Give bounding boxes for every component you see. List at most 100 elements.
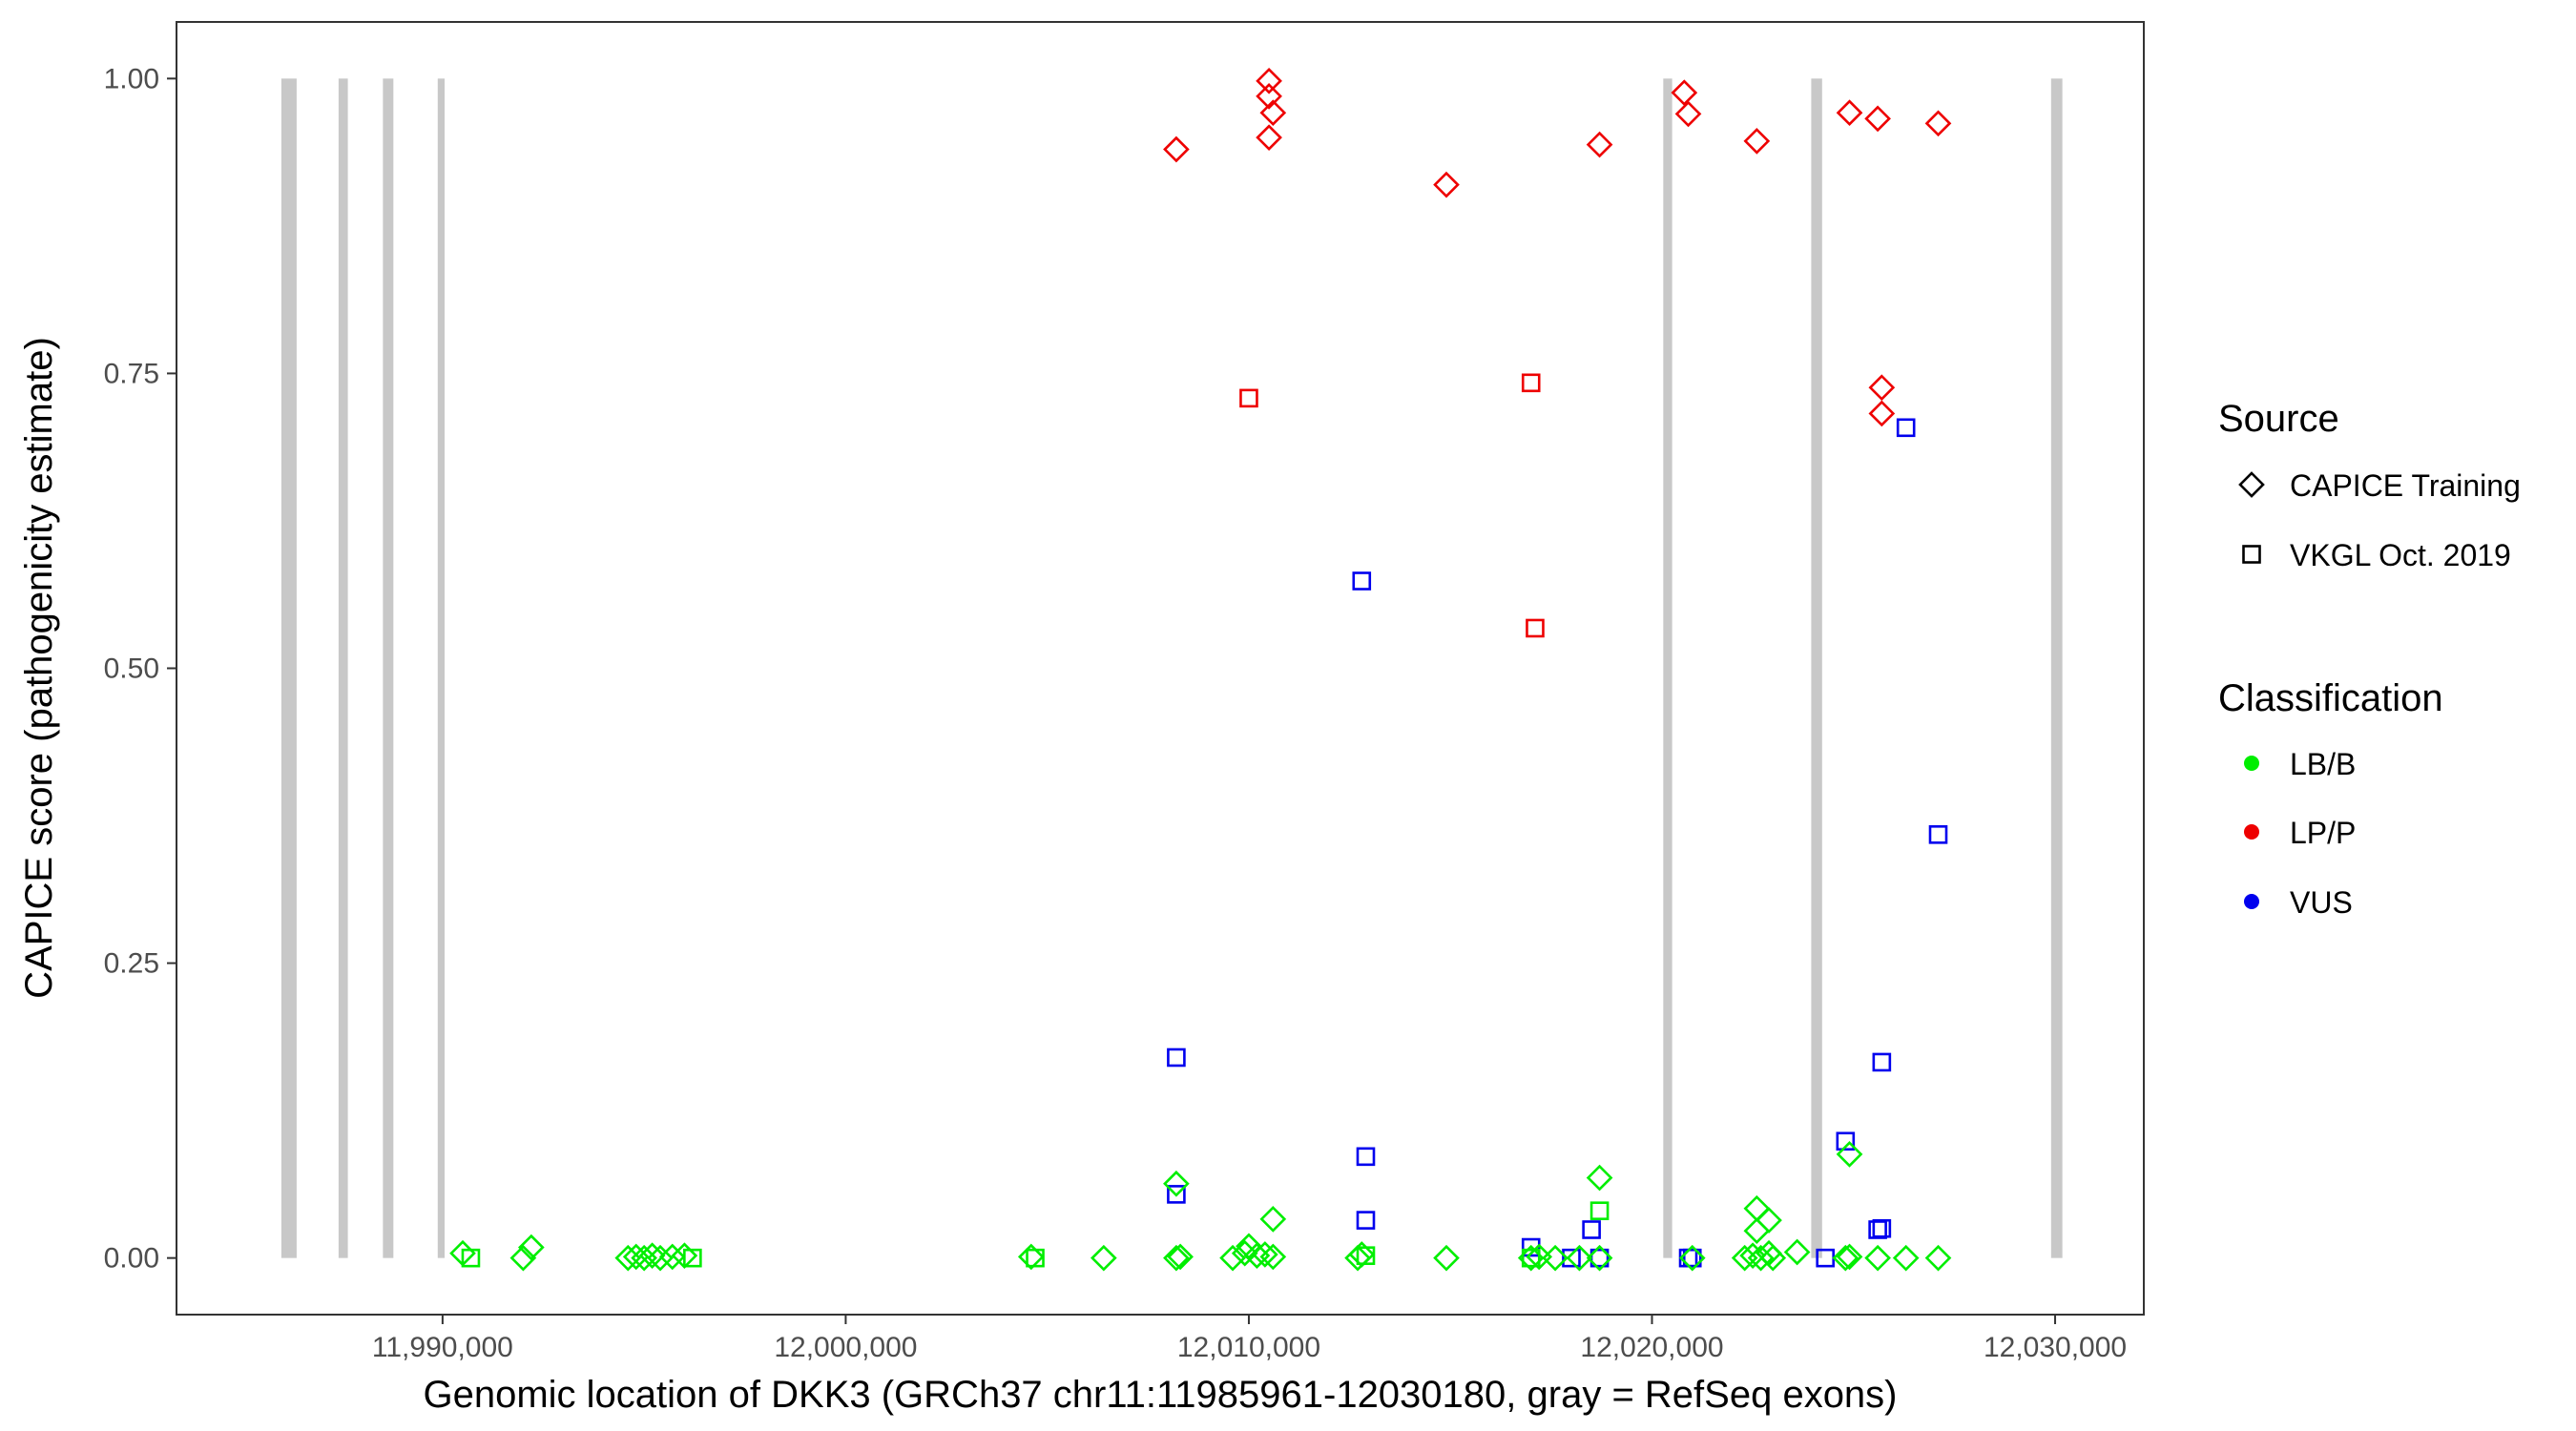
legend-class-label-lpp: LP/P (2290, 816, 2356, 850)
legend-key-dot (2244, 824, 2259, 840)
legend-source-title: Source (2218, 398, 2339, 440)
data-point-diamond (1678, 1244, 1706, 1272)
data-point-diamond (1259, 1206, 1287, 1233)
legend-class-title: Classification (2218, 677, 2443, 719)
data-point-square (683, 1248, 702, 1268)
exon-bar (437, 78, 445, 1258)
exon-bar (338, 78, 348, 1258)
data-point-diamond (1924, 110, 1952, 137)
data-point-diamond (1747, 1244, 1775, 1272)
data-point-square (1872, 1052, 1892, 1072)
data-point-diamond (1783, 1238, 1811, 1266)
y-axis-title: CAPICE score (pathogenicity estimate) (18, 337, 60, 999)
data-point-diamond (1743, 128, 1771, 155)
data-point-square (1562, 1248, 1581, 1268)
y-tick-label: 0.75 (104, 358, 159, 389)
data-point-square (1356, 1211, 1376, 1230)
data-point-square (1356, 1147, 1376, 1167)
data-point-diamond (1836, 1243, 1863, 1271)
exon-bar (1811, 78, 1822, 1258)
data-point-diamond (1256, 67, 1282, 94)
data-point-square (1356, 1246, 1376, 1265)
data-point-diamond (1433, 171, 1460, 198)
data-point-diamond (1243, 1242, 1271, 1270)
data-point-diamond (638, 1242, 666, 1270)
data-point-square (1589, 1201, 1610, 1221)
legend-source-label-vkgl: VKGL Oct. 2019 (2290, 538, 2511, 572)
data-point-diamond (509, 1244, 537, 1272)
x-tick-label: 12,030,000 (1984, 1332, 2127, 1363)
data-point-diamond (1167, 1243, 1194, 1271)
data-point-diamond (658, 1243, 686, 1271)
data-point-diamond (1674, 100, 1702, 128)
data-point-square (1521, 373, 1541, 393)
y-tick-label: 0.00 (104, 1243, 159, 1275)
data-point-square (1836, 1131, 1856, 1151)
y-axis: 0.00 0.25 0.50 0.75 1.00 (104, 63, 177, 1275)
data-point-diamond (1256, 124, 1282, 151)
data-point-square (1026, 1248, 1045, 1268)
legend-source-label-capice: CAPICE Training (2290, 468, 2521, 503)
y-tick-label: 0.50 (104, 653, 159, 685)
exon-layer (280, 78, 2063, 1258)
x-axis: 11,990,000 12,000,000 12,010,000 12,020,000… (372, 1315, 2127, 1363)
x-tick-label: 12,010,000 (1177, 1332, 1320, 1363)
x-tick-label: 12,020,000 (1580, 1332, 1723, 1363)
data-point-diamond (1348, 1241, 1376, 1268)
data-point-square (1582, 1220, 1601, 1239)
data-point-square (1526, 618, 1545, 638)
data-point-square (1167, 1185, 1186, 1204)
data-point-diamond (1868, 400, 1896, 427)
data-point-diamond (1836, 1141, 1863, 1168)
data-point-square (1521, 1248, 1541, 1268)
exon-bar (280, 78, 297, 1258)
data-point-diamond (1252, 1241, 1278, 1268)
legend-class-label-lbb: LB/B (2290, 747, 2356, 781)
data-point-diamond (1924, 1244, 1952, 1272)
data-point-diamond (1163, 135, 1190, 163)
data-point-square (461, 1248, 481, 1268)
legend-key-dot (2244, 756, 2259, 771)
legend-key-square (2242, 545, 2261, 564)
data-point-diamond (1892, 1244, 1920, 1272)
exon-bar (383, 78, 394, 1258)
data-point-square (1928, 825, 1948, 844)
data-point-diamond (1433, 1244, 1460, 1272)
legend-key-dot (2244, 894, 2259, 909)
data-point-square (1868, 1220, 1887, 1239)
data-point-square (1521, 1237, 1541, 1257)
x-tick-label: 12,000,000 (774, 1332, 917, 1363)
data-point-diamond (1868, 374, 1896, 402)
data-point-diamond (1586, 1164, 1613, 1192)
exon-bar (2050, 78, 2063, 1258)
x-axis-title: Genomic location of DKK3 (GRCh37 chr11:1… (424, 1374, 1898, 1416)
data-point-diamond (1219, 1244, 1246, 1272)
data-point-diamond (1836, 99, 1863, 127)
data-point-diamond (1671, 79, 1698, 107)
data-point-diamond (1743, 1217, 1771, 1245)
data-point-diamond (1832, 1244, 1859, 1272)
data-point-diamond (647, 1244, 674, 1272)
data-point-diamond (1163, 1170, 1190, 1197)
legend-source-keys (2238, 471, 2265, 564)
data-point-diamond (1259, 1243, 1287, 1271)
point-layer (449, 67, 1952, 1272)
legend: Source CAPICE Training VKGL Oct. 2019 Cl… (2218, 398, 2521, 920)
data-point-square (1896, 418, 1916, 438)
data-point-square (1167, 1047, 1186, 1068)
y-tick-label: 0.25 (104, 948, 159, 980)
data-point-diamond (1256, 83, 1282, 110)
exon-bar (1663, 78, 1672, 1258)
data-point-diamond (1163, 1244, 1190, 1272)
data-point-diamond (1864, 1244, 1891, 1272)
legend-class-keys (2244, 756, 2259, 909)
data-point-diamond (1526, 1243, 1553, 1271)
data-point-diamond (1586, 131, 1613, 158)
data-point-diamond (1017, 1243, 1045, 1271)
data-point-diamond (1566, 1244, 1593, 1272)
data-point-square (1352, 571, 1372, 591)
legend-class-label-vus: VUS (2290, 885, 2353, 920)
data-point-diamond (1586, 1244, 1613, 1272)
